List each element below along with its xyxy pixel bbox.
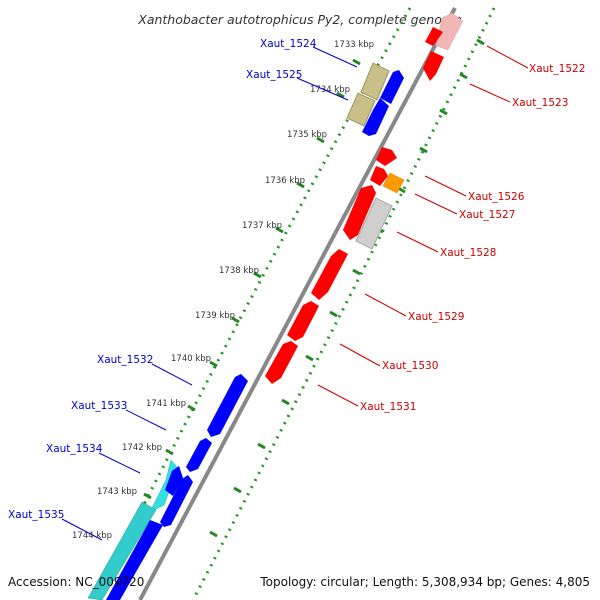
feature-block-xaut-1535[interactable] (87, 501, 157, 600)
gene-label-xaut-1526[interactable]: Xaut_1526 (468, 191, 525, 203)
kbp-label: 1736 kbp (265, 176, 305, 186)
kbp-label: 1740 kbp (171, 354, 211, 364)
kbp-label: 1733 kbp (334, 40, 374, 50)
gene-arrow[interactable] (160, 475, 193, 527)
kbp-label: 1734 kbp (310, 85, 350, 95)
gene-label-xaut-1527[interactable]: Xaut_1527 (459, 209, 515, 221)
gene-labels-left: Xaut_1524 Xaut_1525 Xaut_1532 Xaut_1533 … (8, 38, 317, 521)
gene-label-xaut-1534[interactable]: Xaut_1534 (46, 443, 103, 455)
gene-arrow-xaut-1530[interactable] (287, 301, 319, 341)
gene-arrow[interactable] (370, 166, 388, 186)
gene-arrow-xaut-1533[interactable] (186, 438, 212, 472)
gene-label-xaut-1529[interactable]: Xaut_1529 (408, 311, 464, 323)
gene-label-xaut-1532[interactable]: Xaut_1532 (97, 354, 153, 366)
gene-arrow-xaut-1524[interactable] (380, 70, 404, 104)
gene-arrow[interactable] (343, 185, 376, 240)
gene-arrow-xaut-1523[interactable] (423, 51, 444, 81)
gene-arrow-xaut-1525[interactable] (362, 98, 389, 136)
gene-arrow-xaut-1522[interactable] (425, 27, 443, 46)
gene-arrow-xaut-1532[interactable] (207, 374, 248, 437)
feature-block-xaut-1524[interactable] (360, 62, 390, 101)
gene-arrow-xaut-1534[interactable] (165, 466, 183, 496)
gene-label-xaut-1535[interactable]: Xaut_1535 (8, 509, 64, 521)
gene-label-xaut-1531[interactable]: Xaut_1531 (360, 401, 416, 413)
gene-label-xaut-1522[interactable]: Xaut_1522 (529, 63, 585, 75)
gene-label-xaut-1528[interactable]: Xaut_1528 (440, 247, 496, 259)
feature-block-xaut-1527[interactable] (382, 172, 405, 194)
feature-block-xaut-1525[interactable] (346, 92, 376, 127)
map-title: Xanthobacter autotrophicus Py2, complete… (137, 12, 462, 27)
leader-lines-left (61, 46, 358, 541)
outer-ring-ticks (209, 38, 485, 538)
feature-arrows (87, 12, 464, 600)
kbp-label: 1737 kbp (242, 221, 282, 231)
gene-label-xaut-1524[interactable]: Xaut_1524 (260, 38, 317, 50)
gene-label-xaut-1533[interactable]: Xaut_1533 (71, 400, 127, 412)
outer-dotted-ring (191, 7, 496, 600)
kbp-label: 1743 kbp (97, 487, 137, 497)
gene-label-xaut-1525[interactable]: Xaut_1525 (246, 69, 302, 81)
kbp-label: 1744 kbp (72, 531, 112, 541)
gene-arrow-xaut-1529[interactable] (311, 249, 348, 300)
leader-lines-right (317, 45, 529, 407)
kbp-labels: 1733 kbp 1734 kbp 1735 kbp 1736 kbp 1737… (72, 40, 374, 541)
gene-label-xaut-1530[interactable]: Xaut_1530 (382, 360, 438, 372)
genome-backbone (138, 7, 457, 600)
gene-arrow-xaut-1535[interactable] (106, 520, 163, 600)
topology-text: Topology: circular; Length: 5,308,934 bp… (259, 575, 590, 589)
gene-arrow-xaut-1531[interactable] (265, 341, 298, 384)
kbp-label: 1742 kbp (122, 443, 162, 453)
feature-block-xaut-1534[interactable] (149, 459, 179, 513)
gene-label-xaut-1523[interactable]: Xaut_1523 (512, 97, 568, 109)
gene-arrow[interactable] (435, 12, 464, 51)
accession-text: Accession: NC_009720 (8, 575, 144, 589)
kbp-label: 1739 kbp (195, 311, 235, 321)
kbp-label: 1738 kbp (219, 266, 259, 276)
gene-labels-right: Xaut_1522 Xaut_1523 Xaut_1526 Xaut_1527 … (360, 63, 585, 413)
kbp-label: 1741 kbp (146, 399, 186, 409)
gene-arrow-xaut-1526[interactable] (376, 147, 397, 166)
feature-block-xaut-1528[interactable] (355, 197, 393, 250)
kbp-label: 1735 kbp (287, 130, 327, 140)
